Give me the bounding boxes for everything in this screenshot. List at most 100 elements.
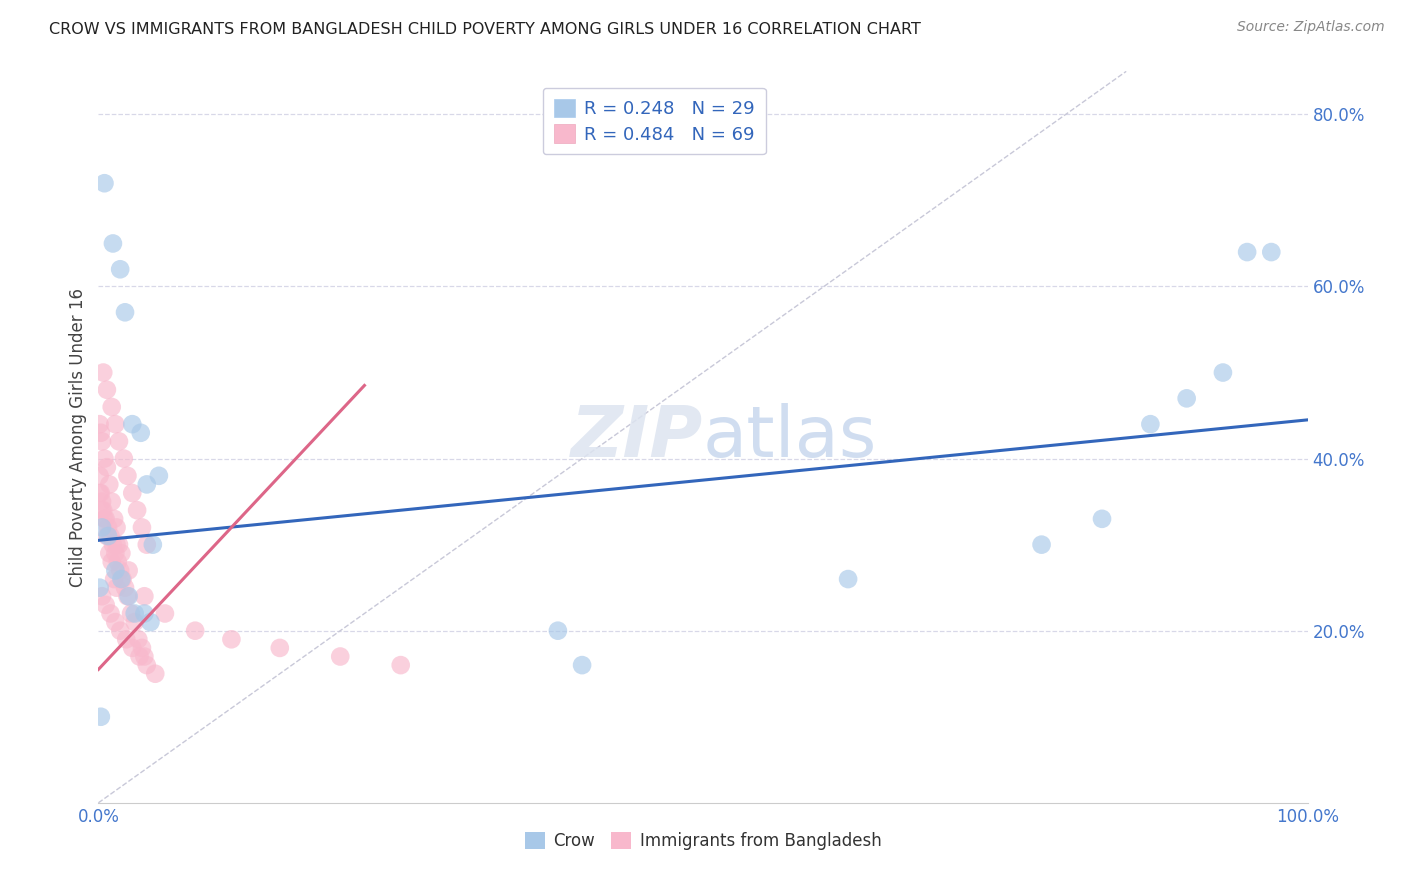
Point xyxy=(1260,245,1282,260)
Point xyxy=(97,529,120,543)
Point xyxy=(142,538,165,552)
Point xyxy=(837,572,859,586)
Point xyxy=(90,425,112,440)
Point xyxy=(148,468,170,483)
Point xyxy=(135,658,157,673)
Text: atlas: atlas xyxy=(703,402,877,472)
Point xyxy=(94,598,117,612)
Point xyxy=(111,572,134,586)
Point xyxy=(100,529,122,543)
Point xyxy=(121,486,143,500)
Point xyxy=(1236,245,1258,260)
Point xyxy=(120,607,142,621)
Point xyxy=(108,624,131,638)
Text: CROW VS IMMIGRANTS FROM BANGLADESH CHILD POVERTY AMONG GIRLS UNDER 16 CORRELATIO: CROW VS IMMIGRANTS FROM BANGLADESH CHILD… xyxy=(49,22,921,37)
Point xyxy=(93,176,115,190)
Point xyxy=(105,581,128,595)
Point xyxy=(91,503,114,517)
Point xyxy=(269,640,291,655)
Point xyxy=(121,640,143,655)
Point xyxy=(389,658,412,673)
Point xyxy=(94,512,117,526)
Point xyxy=(90,486,112,500)
Point xyxy=(1091,512,1114,526)
Point xyxy=(91,589,114,603)
Point xyxy=(89,581,111,595)
Point xyxy=(90,710,112,724)
Point xyxy=(91,434,114,449)
Point xyxy=(127,503,149,517)
Point xyxy=(110,572,132,586)
Point xyxy=(135,477,157,491)
Point xyxy=(114,581,136,595)
Point xyxy=(129,425,152,440)
Point xyxy=(93,512,115,526)
Point xyxy=(91,366,114,380)
Point xyxy=(131,640,153,655)
Point xyxy=(117,468,139,483)
Point xyxy=(118,589,141,603)
Point xyxy=(91,494,114,508)
Point xyxy=(221,632,243,647)
Point xyxy=(100,400,122,414)
Point xyxy=(1175,392,1198,406)
Point xyxy=(98,546,121,560)
Point xyxy=(104,615,127,629)
Point xyxy=(105,538,128,552)
Point xyxy=(127,632,149,647)
Point xyxy=(89,486,111,500)
Point xyxy=(104,546,127,560)
Point xyxy=(97,520,120,534)
Point xyxy=(134,649,156,664)
Point xyxy=(89,468,111,483)
Point xyxy=(108,434,131,449)
Point xyxy=(134,589,156,603)
Point xyxy=(124,607,146,621)
Point xyxy=(139,615,162,629)
Point xyxy=(96,529,118,543)
Point xyxy=(100,494,122,508)
Point xyxy=(108,538,131,552)
Point xyxy=(107,555,129,569)
Point xyxy=(96,460,118,475)
Point xyxy=(100,555,122,569)
Legend: Crow, Immigrants from Bangladesh: Crow, Immigrants from Bangladesh xyxy=(517,825,889,856)
Point xyxy=(93,451,115,466)
Point xyxy=(108,262,131,277)
Point xyxy=(329,649,352,664)
Point xyxy=(104,417,127,432)
Point xyxy=(108,564,131,578)
Point xyxy=(110,546,132,560)
Point xyxy=(103,512,125,526)
Text: ZIP: ZIP xyxy=(571,402,703,472)
Point xyxy=(91,520,114,534)
Point xyxy=(117,589,139,603)
Point xyxy=(1031,538,1053,552)
Point xyxy=(118,564,141,578)
Point xyxy=(89,417,111,432)
Point xyxy=(135,538,157,552)
Point xyxy=(115,632,138,647)
Point xyxy=(114,305,136,319)
Point xyxy=(101,538,124,552)
Point xyxy=(124,615,146,629)
Point xyxy=(100,607,122,621)
Point xyxy=(104,564,127,578)
Point xyxy=(184,624,207,638)
Point xyxy=(1139,417,1161,432)
Point xyxy=(96,383,118,397)
Point xyxy=(153,607,176,621)
Point xyxy=(91,503,114,517)
Point xyxy=(571,658,593,673)
Point xyxy=(134,607,156,621)
Point xyxy=(131,520,153,534)
Y-axis label: Child Poverty Among Girls Under 16: Child Poverty Among Girls Under 16 xyxy=(69,287,87,587)
Point xyxy=(98,477,121,491)
Point xyxy=(103,572,125,586)
Point xyxy=(105,520,128,534)
Point xyxy=(128,649,150,664)
Point xyxy=(101,236,124,251)
Point xyxy=(547,624,569,638)
Point xyxy=(143,666,166,681)
Point xyxy=(1212,366,1234,380)
